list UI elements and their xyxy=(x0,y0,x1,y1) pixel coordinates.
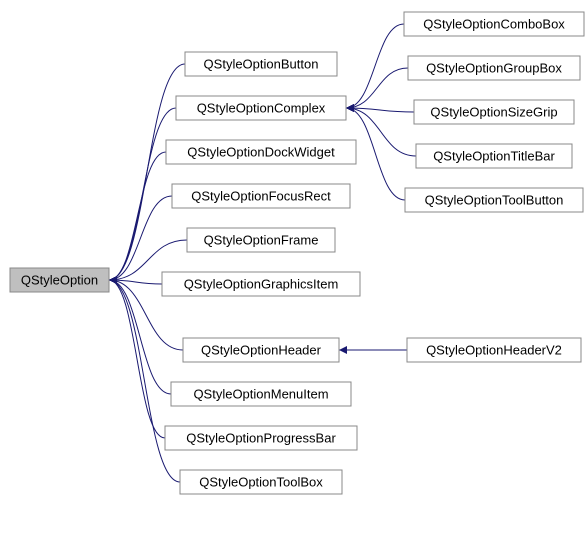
node-label: QStyleOptionComboBox xyxy=(423,16,565,31)
node-groupbox[interactable]: QStyleOptionGroupBox xyxy=(408,56,580,80)
node-header[interactable]: QStyleOptionHeader xyxy=(183,338,339,362)
node-label: QStyleOptionComplex xyxy=(197,100,326,115)
edges-group xyxy=(109,24,416,482)
nodes-group: QStyleOption QStyleOptionButton QStyleOpti… xyxy=(10,12,584,494)
node-label: QStyleOptionHeaderV2 xyxy=(426,342,562,357)
node-label: QStyleOptionHeader xyxy=(201,342,322,357)
node-menuitem[interactable]: QStyleOptionMenuItem xyxy=(171,382,351,406)
node-titlebar[interactable]: QStyleOptionTitleBar xyxy=(416,144,572,168)
node-label: QStyleOptionDockWidget xyxy=(187,144,335,159)
node-complex[interactable]: QStyleOptionComplex xyxy=(176,96,346,120)
node-label: QStyleOptionProgressBar xyxy=(186,430,336,445)
node-combobox[interactable]: QStyleOptionComboBox xyxy=(404,12,584,36)
edge-progressbar-to-root xyxy=(109,280,165,438)
node-label: QStyleOptionFrame xyxy=(204,232,319,247)
edge-toolbox-to-root xyxy=(109,280,180,482)
node-label: QStyleOptionSizeGrip xyxy=(430,104,557,119)
node-label: QStyleOptionButton xyxy=(204,56,319,71)
node-progressbar[interactable]: QStyleOptionProgressBar xyxy=(165,426,357,450)
edge-dockwidget-to-root xyxy=(109,152,166,280)
node-label: QStyleOptionFocusRect xyxy=(191,188,331,203)
node-graphicsitem[interactable]: QStyleOptionGraphicsItem xyxy=(162,272,360,296)
node-frame[interactable]: QStyleOptionFrame xyxy=(187,228,335,252)
node-root[interactable]: QStyleOption xyxy=(10,268,109,292)
edge-combobox-to-complex xyxy=(346,24,404,108)
node-label: QStyleOptionToolButton xyxy=(425,192,564,207)
node-focusrect[interactable]: QStyleOptionFocusRect xyxy=(172,184,350,208)
node-toolbox[interactable]: QStyleOptionToolBox xyxy=(180,470,342,494)
node-label: QStyleOptionTitleBar xyxy=(433,148,555,163)
edge-groupbox-to-complex xyxy=(346,68,408,108)
node-toolbutton[interactable]: QStyleOptionToolButton xyxy=(405,188,583,212)
node-label: QStyleOptionGroupBox xyxy=(426,60,562,75)
node-dockwidget[interactable]: QStyleOptionDockWidget xyxy=(166,140,356,164)
node-sizegrip[interactable]: QStyleOptionSizeGrip xyxy=(414,100,574,124)
node-button[interactable]: QStyleOptionButton xyxy=(185,52,337,76)
node-label: QStyleOptionMenuItem xyxy=(193,386,328,401)
node-label: QStyleOptionGraphicsItem xyxy=(184,276,339,291)
inheritance-diagram: QStyleOption QStyleOptionButton QStyleOpti… xyxy=(0,0,588,544)
node-headerv2[interactable]: QStyleOptionHeaderV2 xyxy=(407,338,581,362)
node-label: QStyleOptionToolBox xyxy=(199,474,323,489)
node-label: QStyleOption xyxy=(21,272,98,287)
